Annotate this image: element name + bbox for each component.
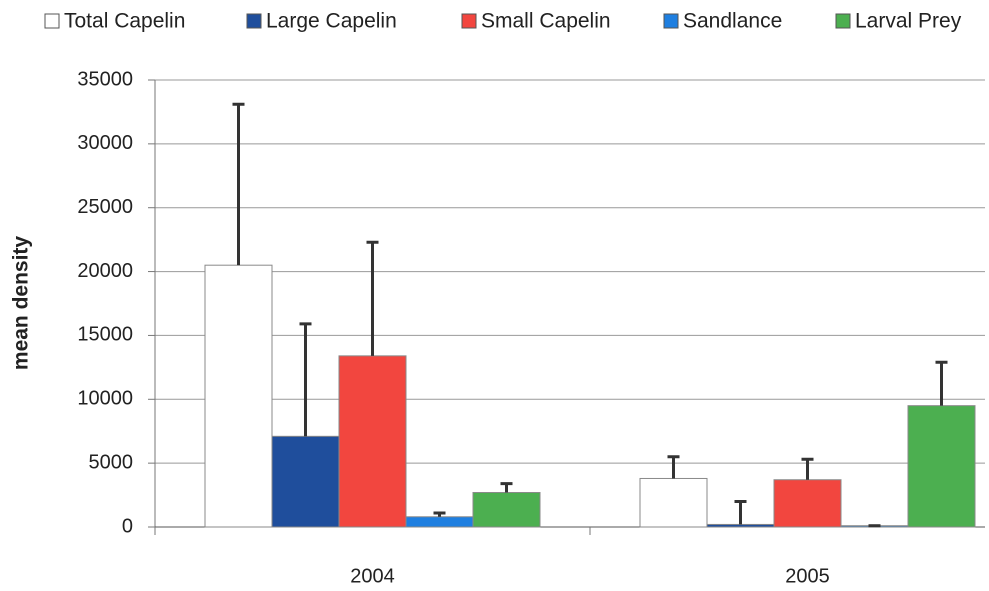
- error-bar: [299, 322, 312, 437]
- y-axis-label: mean density: [10, 236, 33, 371]
- bar: [773, 479, 842, 528]
- y-tick-label: 5000: [89, 451, 134, 473]
- legend-swatch: [44, 13, 60, 29]
- x-tick-label: 2005: [785, 565, 830, 587]
- error-bar: [366, 240, 379, 356]
- bar: [706, 523, 775, 528]
- bar: [472, 492, 541, 528]
- y-tick-label: 25000: [77, 196, 133, 218]
- bar: [204, 264, 273, 528]
- bar: [271, 435, 340, 528]
- bar: [405, 516, 474, 528]
- bar: [338, 355, 407, 528]
- legend-swatch: [835, 13, 851, 29]
- y-tick-label: 10000: [77, 388, 133, 410]
- error-bar: [667, 455, 680, 479]
- legend-swatch: [663, 13, 679, 29]
- error-bar: [232, 102, 245, 266]
- legend-swatch: [246, 13, 262, 29]
- y-tick-label: 20000: [77, 260, 133, 282]
- y-tick-label: 0: [122, 515, 133, 537]
- legend-label: Total Capelin: [64, 10, 185, 33]
- bar: [907, 405, 976, 528]
- error-bar: [500, 482, 513, 493]
- legend-label: Larval Prey: [855, 10, 962, 33]
- legend-label: Small Capelin: [481, 10, 611, 33]
- legend-swatch: [461, 13, 477, 29]
- error-bar: [734, 499, 747, 525]
- y-tick-label: 35000: [77, 68, 133, 90]
- error-bar: [433, 511, 446, 517]
- legend-label: Sandlance: [683, 10, 782, 33]
- bar: [639, 477, 708, 528]
- y-tick-label: 30000: [77, 132, 133, 154]
- error-bar: [801, 457, 814, 480]
- x-tick-label: 2004: [350, 565, 395, 587]
- y-tick-label: 15000: [77, 324, 133, 346]
- legend-label: Large Capelin: [266, 10, 397, 33]
- error-bar: [935, 360, 948, 406]
